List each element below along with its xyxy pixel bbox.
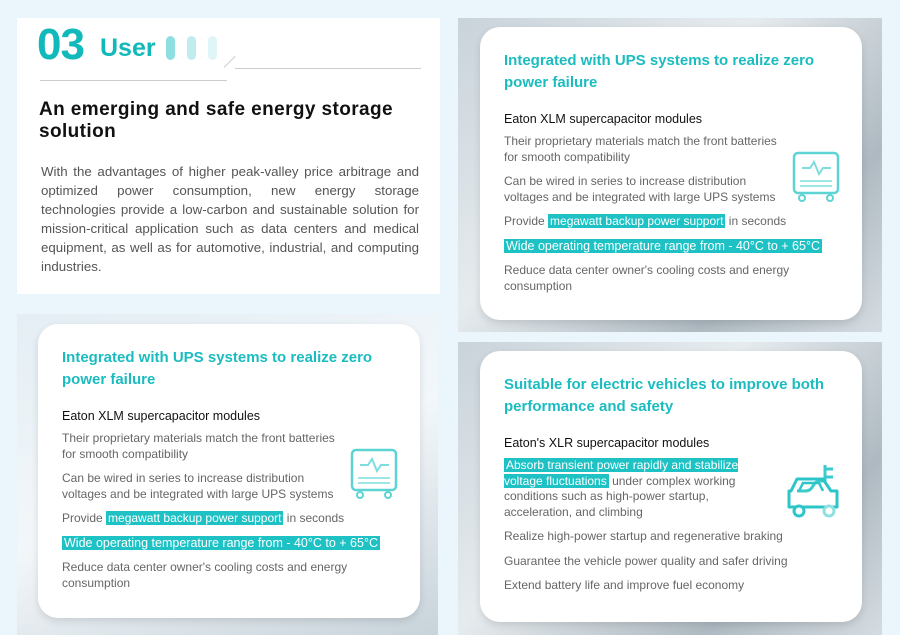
list-item: Their proprietary materials match the fr… — [62, 431, 335, 461]
list-item: Absorb transient power rapidly and stabi… — [504, 458, 749, 520]
list-item: Provide megawatt backup power support in… — [504, 214, 834, 230]
highlight: Wide operating temperature range from - … — [504, 238, 822, 253]
list-item: Can be wired in series to increase distr… — [504, 174, 776, 204]
ups-monitor-icon — [350, 448, 398, 499]
decor-bar — [208, 36, 217, 60]
list-item: Realize high-power startup and regenerat… — [504, 529, 783, 543]
ev-card: Suitable for electric vehicles to improv… — [480, 351, 862, 622]
list-item: Guarantee the vehicle power quality and … — [504, 553, 788, 568]
list-item: Wide operating temperature range from - … — [62, 535, 402, 552]
text: Provide — [504, 214, 549, 228]
list-item: Can be wired in series to increase distr… — [62, 471, 334, 501]
card-subtitle: Eaton's XLR supercapacitor modules — [504, 436, 710, 450]
section-number: 03 — [37, 20, 85, 69]
text: Provide — [62, 511, 107, 525]
divider — [40, 80, 227, 81]
ups-card: Integrated with UPS systems to realize z… — [38, 324, 420, 618]
list-item: Wide operating temperature range from - … — [504, 238, 844, 255]
section-description: With the advantages of higher peak-valle… — [41, 164, 419, 274]
highlight: megawatt backup power support — [106, 511, 284, 525]
text: in seconds — [283, 511, 345, 525]
card-title: Integrated with UPS systems to realize z… — [62, 349, 373, 388]
ups-card: Integrated with UPS systems to realize z… — [480, 27, 862, 320]
highlight: Wide operating temperature range from - … — [62, 535, 380, 550]
list-item: Provide megawatt backup power support in… — [62, 511, 392, 527]
decor-bar — [187, 36, 196, 60]
ups-monitor-icon — [792, 151, 840, 202]
text: in seconds — [725, 214, 787, 228]
text: under complex working conditions such as… — [504, 473, 736, 519]
section-heading: An emerging and safe energy storage solu… — [39, 99, 393, 142]
section-label: User — [100, 34, 156, 62]
card-subtitle: Eaton XLM supercapacitor modules — [62, 409, 261, 423]
list-item: Their proprietary materials match the fr… — [504, 134, 777, 164]
highlight: megawatt backup power support — [548, 214, 726, 228]
card-title: Suitable for electric vehicles to improv… — [504, 376, 825, 415]
card-title: Integrated with UPS systems to realize z… — [504, 52, 815, 91]
card-subtitle: Eaton XLM supercapacitor modules — [504, 112, 703, 126]
list-item: Reduce data center owner's cooling costs… — [504, 263, 790, 293]
list-item: Reduce data center owner's cooling costs… — [62, 560, 348, 590]
divider — [235, 68, 421, 69]
electric-car-icon — [787, 465, 839, 518]
list-item: Extend battery life and improve fuel eco… — [504, 578, 745, 592]
intro-panel — [17, 18, 440, 294]
decor-bar — [166, 36, 175, 60]
